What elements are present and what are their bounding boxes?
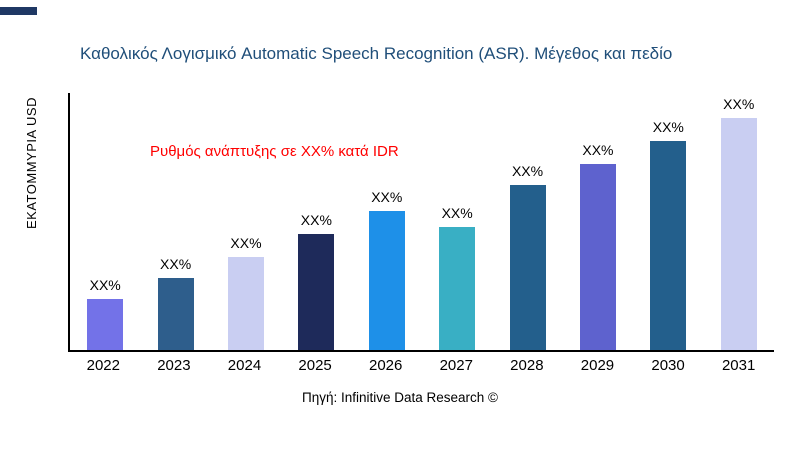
header-accent-bar bbox=[0, 7, 37, 15]
x-tick-2031: 2031 bbox=[721, 357, 756, 374]
bar-value-label: XX% bbox=[652, 119, 684, 135]
bar-2031 bbox=[720, 118, 757, 350]
bar-group-2031: XX% bbox=[704, 96, 774, 350]
bar-group-2027: XX% bbox=[422, 205, 492, 350]
bar-2028 bbox=[509, 185, 546, 350]
bar-value-label: XX% bbox=[160, 256, 192, 272]
x-tick-2023: 2023 bbox=[157, 357, 191, 374]
x-tick-2030: 2030 bbox=[651, 357, 685, 374]
bar-2023 bbox=[157, 278, 194, 350]
x-tick-2029: 2029 bbox=[580, 357, 615, 374]
bar-2030 bbox=[650, 141, 687, 350]
bar-group-2025: XX% bbox=[281, 212, 351, 350]
bar-group-2026: XX% bbox=[352, 189, 422, 350]
bar-group-2023: XX% bbox=[141, 256, 211, 350]
bar-2025 bbox=[298, 234, 335, 350]
y-axis-label: ΕΚΑΤΟΜΜΥΡΙΑ USD bbox=[24, 97, 39, 229]
bar-group-2024: XX% bbox=[211, 235, 281, 350]
bar-2022 bbox=[87, 299, 124, 350]
x-tick-2027: 2027 bbox=[439, 357, 473, 374]
chart-title: Καθολικός Λογισμικό Automatic Speech Rec… bbox=[80, 44, 673, 63]
x-tick-2026: 2026 bbox=[368, 357, 403, 374]
x-tick-2028: 2028 bbox=[510, 357, 544, 374]
bar-group-2022: XX% bbox=[70, 277, 140, 350]
bar-group-2029: XX% bbox=[563, 142, 633, 350]
bar-2027 bbox=[439, 227, 476, 350]
bar-2024 bbox=[227, 257, 264, 350]
x-tick-2022: 2022 bbox=[86, 357, 120, 374]
x-tick-2024: 2024 bbox=[227, 357, 262, 374]
bar-value-label: XX% bbox=[582, 142, 614, 158]
bar-2026 bbox=[368, 211, 405, 350]
bar-value-label: XX% bbox=[371, 189, 403, 205]
source-attribution: Πηγή: Infinitive Data Research © bbox=[301, 390, 499, 405]
bar-value-label: XX% bbox=[723, 96, 755, 112]
bar-group-2028: XX% bbox=[493, 163, 563, 350]
x-axis-ticks: 2022 2023 2024 2025 2026 2027 2028 2029 2030 2031 bbox=[68, 357, 774, 374]
bar-value-label: XX% bbox=[441, 205, 473, 221]
plot-area: XX% XX% XX% XX% XX% XX% XX% XX% XX% XX% bbox=[68, 93, 774, 352]
bar-value-label: XX% bbox=[89, 277, 121, 293]
bar-group-2030: XX% bbox=[633, 119, 703, 350]
growth-rate-annotation: Ρυθμός ανάπτυξης σε XX% κατά IDR bbox=[150, 143, 399, 160]
bar-value-label: XX% bbox=[230, 235, 262, 251]
bar-2029 bbox=[579, 164, 616, 350]
bar-value-label: XX% bbox=[511, 163, 544, 179]
bar-value-label: XX% bbox=[300, 212, 332, 228]
x-tick-2025: 2025 bbox=[298, 357, 332, 374]
